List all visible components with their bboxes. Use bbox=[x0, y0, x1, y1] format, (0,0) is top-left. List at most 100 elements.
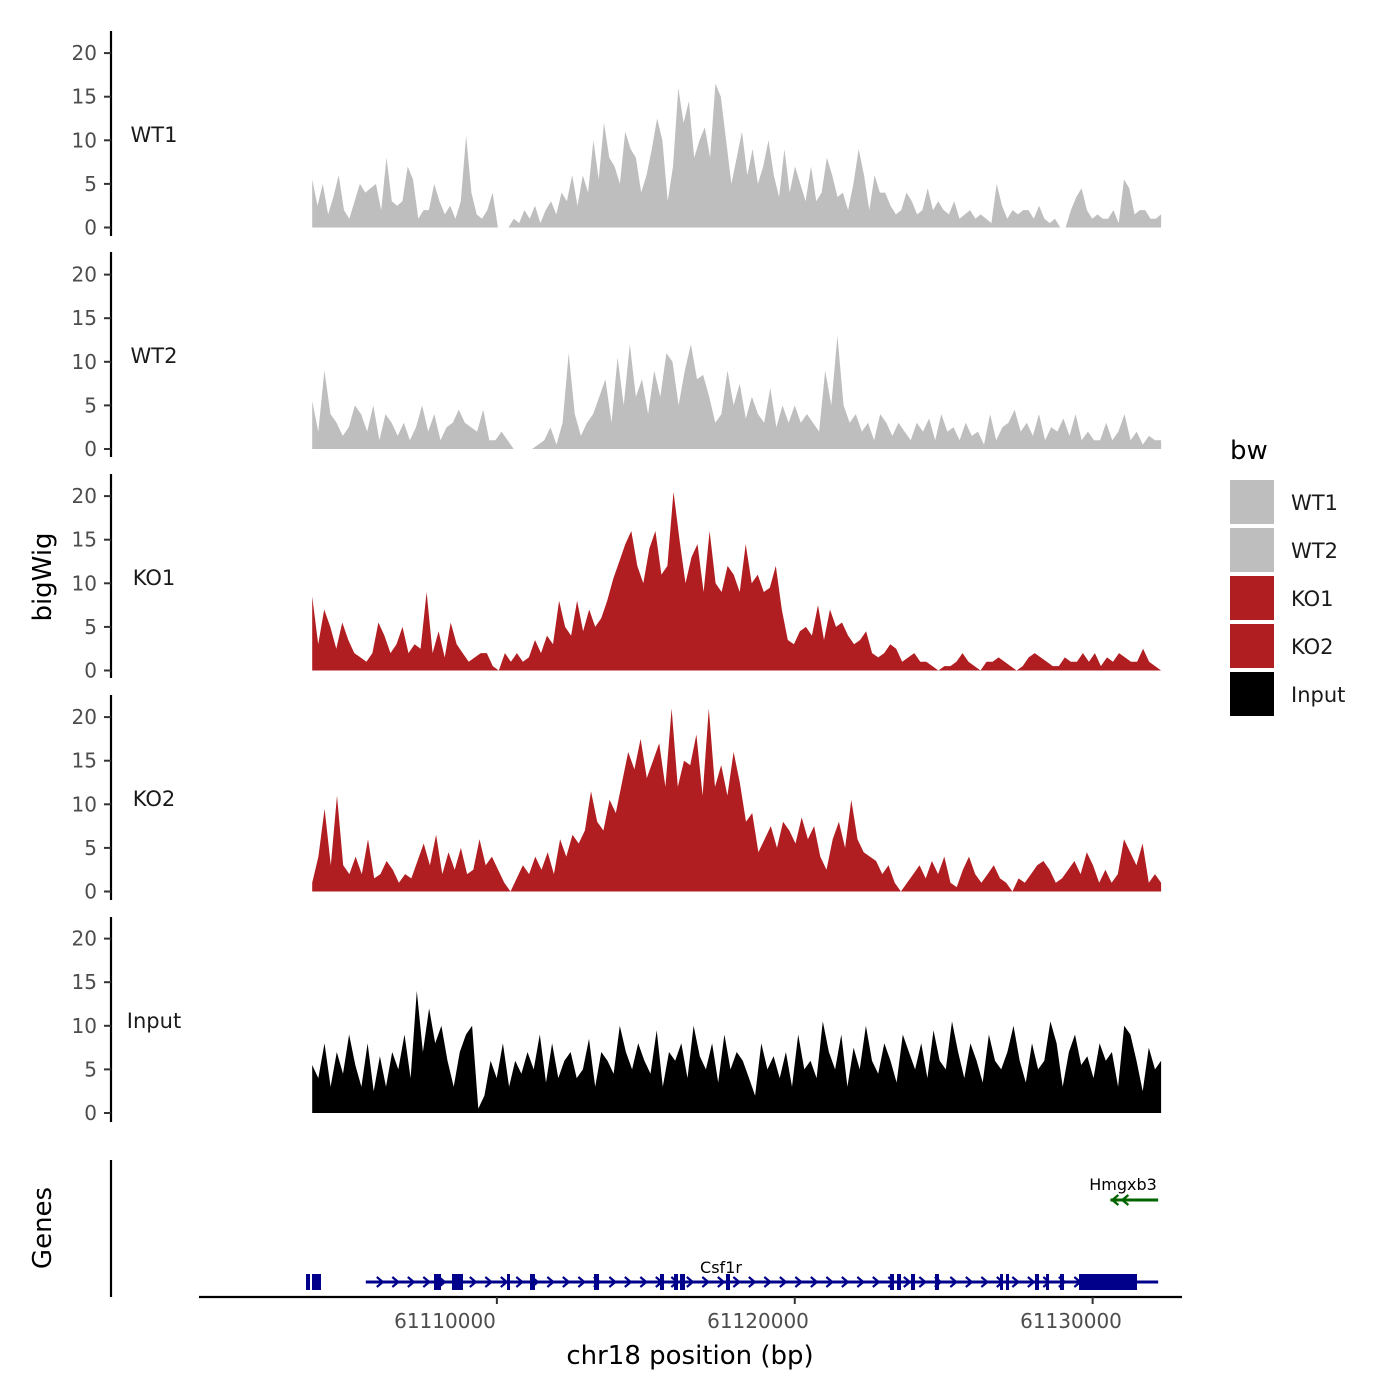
legend-key-ko2 bbox=[1230, 624, 1274, 668]
strand-arrow bbox=[825, 1276, 835, 1288]
gene-track bbox=[306, 1194, 1159, 1290]
y-tick-label-wt2-5: 5 bbox=[84, 393, 97, 417]
track-wt2: 0 5 10 15 20 bbox=[72, 252, 1162, 461]
legend-key-input bbox=[1230, 672, 1274, 716]
y-tick-label-input-20: 20 bbox=[72, 927, 97, 951]
y-tick-label-ko1-20: 20 bbox=[72, 484, 97, 508]
coverage-area-ko2 bbox=[312, 708, 1162, 892]
exon-csf1r-11 bbox=[674, 1274, 678, 1290]
legend-title: bw bbox=[1230, 436, 1268, 466]
y-tick-label-input-0: 0 bbox=[84, 1101, 97, 1125]
exon-csf1r-15 bbox=[897, 1274, 901, 1290]
strand-arrow bbox=[407, 1276, 416, 1288]
x-tick-label-2: 61120000 bbox=[707, 1309, 809, 1333]
track-label-input: Input bbox=[127, 1009, 181, 1033]
strand-arrow bbox=[1011, 1276, 1021, 1288]
coverage-area-wt1 bbox=[312, 83, 1162, 228]
exon-csf1r-9 bbox=[594, 1274, 599, 1290]
strand-arrow bbox=[856, 1276, 866, 1288]
coverage-area-ko1 bbox=[312, 491, 1162, 671]
strand-arrow bbox=[391, 1276, 401, 1288]
legend-label-wt1: WT1 bbox=[1291, 491, 1338, 515]
y-tick-label-ko1-15: 15 bbox=[72, 528, 97, 552]
exon-csf1r-7 bbox=[507, 1274, 510, 1290]
coverage-area-input bbox=[312, 990, 1162, 1113]
strand-arrow bbox=[701, 1276, 711, 1288]
strand-arrow bbox=[1042, 1276, 1052, 1288]
strand-arrow bbox=[980, 1276, 990, 1288]
y-axis-title: bigWig bbox=[28, 532, 58, 621]
exon-csf1r-13 bbox=[726, 1274, 730, 1290]
strand-arrow bbox=[717, 1276, 726, 1288]
exon-csf1r-5 bbox=[452, 1274, 460, 1290]
strand-arrow bbox=[484, 1276, 494, 1288]
legend-label-wt2: WT2 bbox=[1291, 539, 1338, 563]
strand-arrow bbox=[949, 1276, 959, 1288]
strand-arrow bbox=[810, 1276, 819, 1288]
exon-csf1r-2 bbox=[312, 1274, 318, 1290]
exon-csf1r-12 bbox=[680, 1274, 685, 1290]
track-input: 0 5 10 15 20 bbox=[72, 917, 1162, 1125]
exon-csf1r-1 bbox=[306, 1274, 310, 1290]
strand-arrow bbox=[841, 1276, 850, 1288]
exon-csf1r-22 bbox=[1060, 1274, 1064, 1290]
track-label-wt1: WT1 bbox=[131, 123, 178, 147]
y-tick-label-wt2-10: 10 bbox=[72, 350, 97, 374]
strand-arrow bbox=[732, 1276, 742, 1288]
y-tick-label-ko1-5: 5 bbox=[84, 615, 97, 639]
exon-csf1r-19 bbox=[1006, 1274, 1009, 1290]
exon-csf1r-21 bbox=[1046, 1274, 1049, 1290]
y-tick-label-ko2-20: 20 bbox=[72, 705, 97, 729]
y-tick-label-ko2-0: 0 bbox=[84, 880, 97, 904]
strand-arrow bbox=[794, 1276, 804, 1288]
legend-label-ko2: KO2 bbox=[1291, 635, 1334, 659]
exon-csf1r-3 bbox=[318, 1274, 321, 1290]
legend-key-ko1 bbox=[1230, 576, 1274, 620]
strand-arrow bbox=[639, 1276, 649, 1288]
y-tick-label-input-10: 10 bbox=[72, 1014, 97, 1038]
exon-csf1r-14 bbox=[890, 1274, 894, 1290]
y-tick-label-ko2-10: 10 bbox=[72, 792, 97, 816]
track-wt1: 0 5 10 15 20 bbox=[72, 31, 1162, 240]
x-tick-label-1: 61110000 bbox=[394, 1309, 496, 1333]
y-tick-label-wt2-15: 15 bbox=[72, 306, 97, 330]
strand-arrow bbox=[376, 1276, 385, 1288]
strand-arrow bbox=[500, 1276, 509, 1288]
y-tick-label-wt2-20: 20 bbox=[72, 263, 97, 287]
legend-label-ko1: KO1 bbox=[1291, 587, 1334, 611]
exon-csf1r-6 bbox=[460, 1274, 463, 1290]
track-label-wt2: WT2 bbox=[131, 344, 178, 368]
strand-arrow bbox=[577, 1276, 587, 1288]
track-label-ko1: KO1 bbox=[133, 566, 176, 590]
exon-csf1r-10 bbox=[660, 1274, 664, 1290]
track-ko1: 0 5 10 15 20 bbox=[72, 474, 1162, 683]
track-ko2: 0 5 10 15 20 bbox=[72, 695, 1162, 904]
y-tick-label-wt1-20: 20 bbox=[72, 41, 97, 65]
y-tick-label-ko2-15: 15 bbox=[72, 749, 97, 773]
coverage-area-wt2 bbox=[312, 335, 1162, 449]
strand-arrow bbox=[624, 1276, 633, 1288]
exon-csf1r-4 bbox=[434, 1274, 441, 1290]
strand-arrow bbox=[562, 1276, 571, 1288]
gene-label-csf1r: Csf1r bbox=[700, 1258, 742, 1277]
gene-label-hmgxb3: Hmgxb3 bbox=[1089, 1175, 1157, 1194]
exon-csf1r-17 bbox=[935, 1274, 939, 1290]
y-tick-label-wt1-15: 15 bbox=[72, 85, 97, 109]
strand-arrow-reverse bbox=[1120, 1194, 1130, 1206]
strand-arrow bbox=[965, 1276, 974, 1288]
exon-csf1r-20 bbox=[1035, 1274, 1039, 1290]
y-tick-label-ko1-10: 10 bbox=[72, 571, 97, 595]
track-label-ko2: KO2 bbox=[133, 787, 176, 811]
strand-arrow bbox=[422, 1276, 432, 1288]
y-tick-label-input-5: 5 bbox=[84, 1057, 97, 1081]
y-tick-label-ko1-0: 0 bbox=[84, 659, 97, 683]
strand-arrow bbox=[763, 1276, 773, 1288]
y-tick-label-wt2-0: 0 bbox=[84, 437, 97, 461]
strand-arrow bbox=[918, 1276, 928, 1288]
exon-csf1r-16 bbox=[911, 1274, 915, 1290]
strand-arrow bbox=[608, 1276, 618, 1288]
y-tick-label-wt1-5: 5 bbox=[84, 172, 97, 196]
legend-label-input: Input bbox=[1291, 683, 1345, 707]
genes-axis-title: Genes bbox=[28, 1187, 58, 1269]
